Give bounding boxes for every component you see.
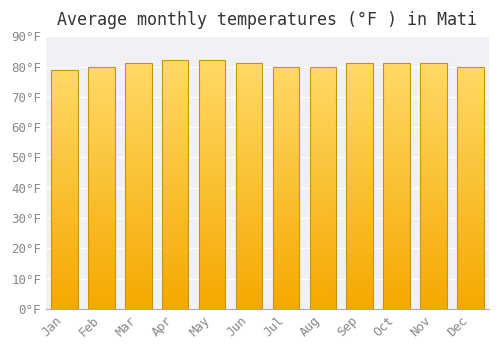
Bar — [88, 66, 115, 309]
Bar — [457, 66, 483, 309]
Bar — [384, 63, 410, 309]
Bar — [420, 63, 447, 309]
Bar — [236, 63, 262, 309]
Bar — [199, 61, 226, 309]
Bar — [51, 70, 78, 309]
Bar — [125, 63, 152, 309]
Title: Average monthly temperatures (°F ) in Mati: Average monthly temperatures (°F ) in Ma… — [58, 11, 478, 29]
Bar — [162, 61, 188, 309]
Bar — [272, 66, 299, 309]
Bar — [310, 66, 336, 309]
Bar — [346, 63, 373, 309]
